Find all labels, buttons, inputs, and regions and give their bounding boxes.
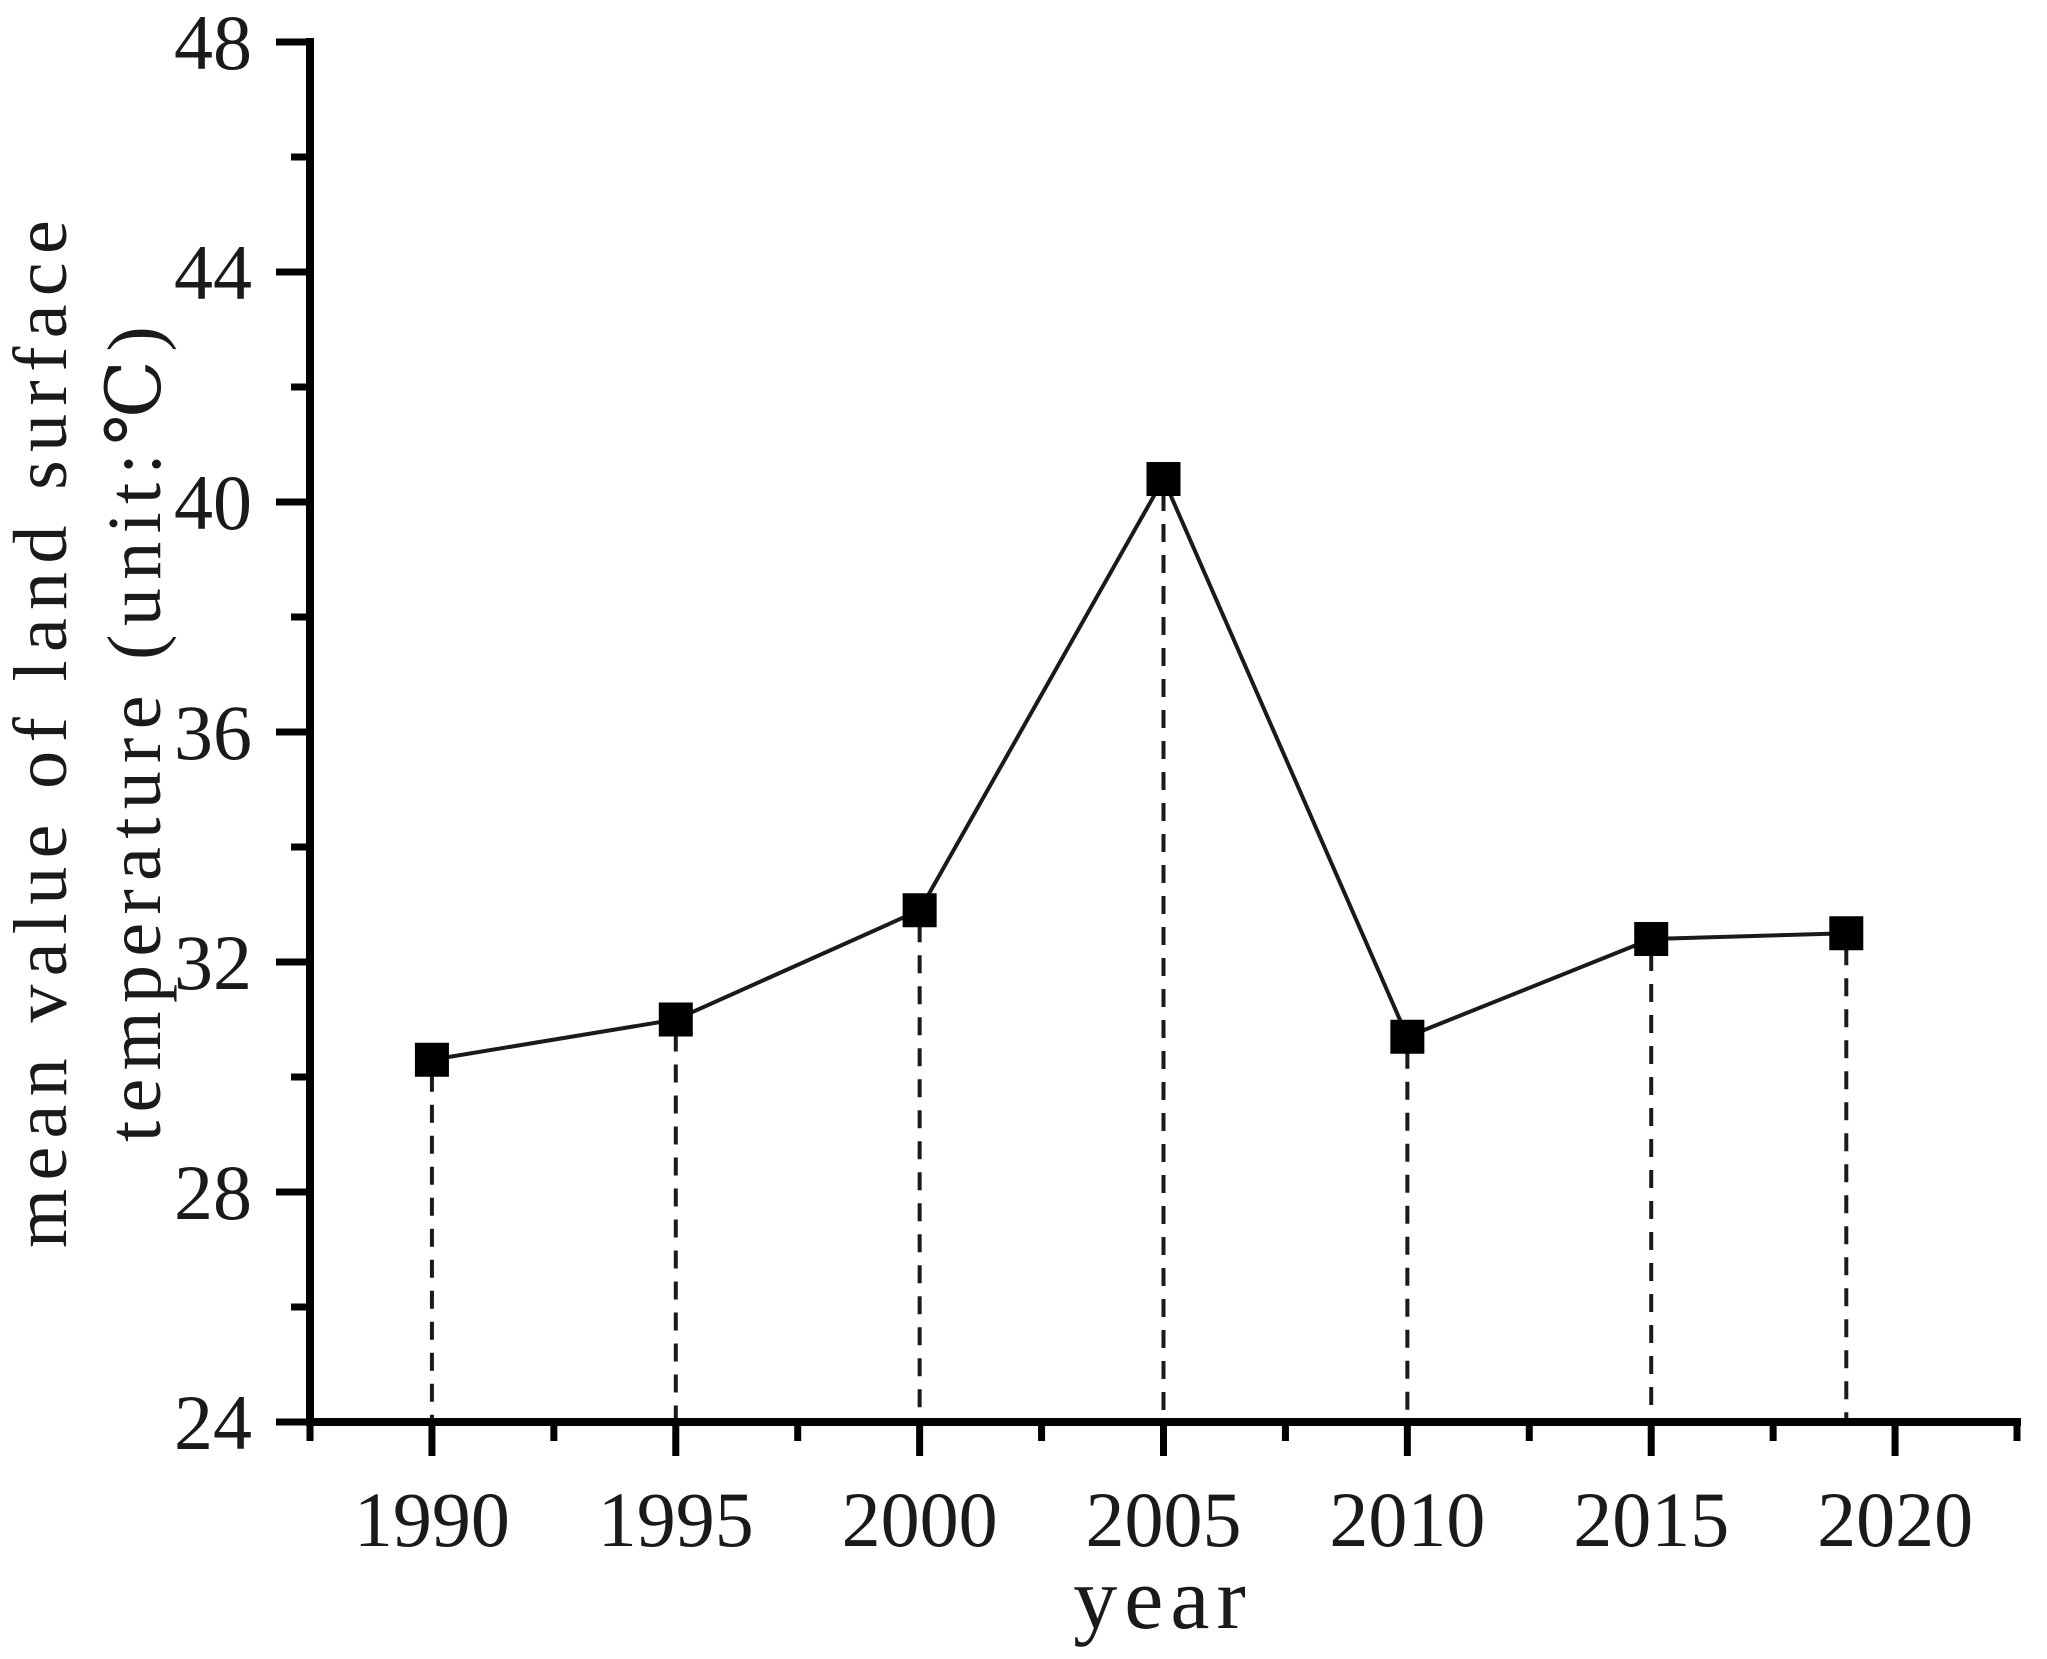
data-point-marker — [1634, 922, 1669, 956]
x-tick-label: 2000 — [842, 1476, 998, 1563]
data-point-marker — [902, 893, 937, 928]
y-tick-label: 36 — [174, 689, 252, 776]
y-tick-label: 32 — [174, 919, 252, 1006]
y-tick-label: 48 — [174, 0, 252, 86]
x-tick-label: 1990 — [354, 1476, 510, 1563]
x-tick-label: 2015 — [1573, 1476, 1729, 1563]
y-axis-title-line1: mean value of land surface — [0, 212, 83, 1248]
tick-labels-group: 24 28 32 36 40 44 48 1990 1995 2000 2005 2010 2015 20… — [174, 0, 1973, 1563]
y-tick-label: 44 — [174, 229, 252, 316]
ticks-group — [276, 38, 2021, 1456]
data-point-marker — [414, 1042, 449, 1077]
y-tick-label: 24 — [174, 1379, 252, 1466]
x-axis-title: year — [1073, 1551, 1253, 1648]
plot-area: 24 28 32 36 40 44 48 1990 1995 2000 2005 2010 2015 20… — [174, 0, 2021, 1563]
y-tick-label: 28 — [174, 1149, 252, 1236]
y-axis-title-line2: temperature (unit:℃) — [93, 318, 177, 1142]
data-point-marker — [1829, 916, 1864, 951]
data-point-marker — [1146, 462, 1181, 496]
data-line — [431, 474, 1847, 1062]
x-tick-label: 2020 — [1817, 1476, 1973, 1563]
x-tick-label: 2005 — [1086, 1476, 1242, 1563]
x-tick-label: 2010 — [1329, 1476, 1485, 1563]
data-point-marker — [658, 1002, 693, 1037]
x-tick-label: 1995 — [598, 1476, 754, 1563]
drop-lines-group — [429, 493, 1849, 1418]
markers-group — [414, 462, 1864, 1077]
data-point-marker — [1390, 1019, 1425, 1054]
y-tick-label: 40 — [174, 459, 252, 546]
